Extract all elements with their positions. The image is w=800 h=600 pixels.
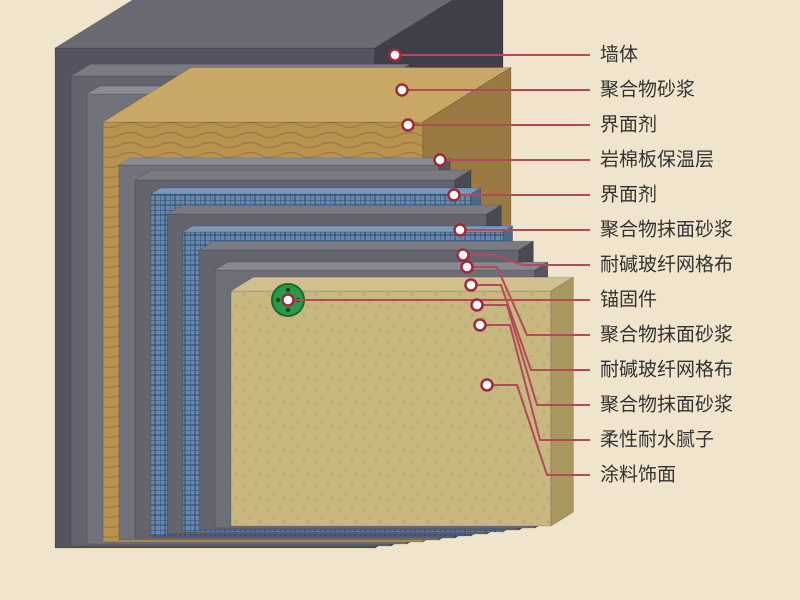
leader-dot xyxy=(403,120,414,131)
leader-dot xyxy=(458,250,469,261)
layer-label: 柔性耐水腻子 xyxy=(600,431,714,450)
layer-label: 聚合物抹面砂浆 xyxy=(600,221,733,240)
layer-label: 墙体 xyxy=(600,46,638,65)
layer-label: 锚固件 xyxy=(600,291,657,310)
leader-dot xyxy=(390,50,401,61)
leader-dot xyxy=(466,280,477,291)
layer-label: 耐碱玻纤网格布 xyxy=(600,256,733,275)
layer-label: 聚合物抹面砂浆 xyxy=(600,326,733,345)
leader-dot xyxy=(455,225,466,236)
leader-dot xyxy=(283,295,294,306)
layer-label: 岩棉板保温层 xyxy=(600,151,714,170)
layer-label: 涂料饰面 xyxy=(600,466,676,485)
leader-dot xyxy=(472,300,483,311)
layer-label: 耐碱玻纤网格布 xyxy=(600,361,733,380)
layer-label: 聚合物抹面砂浆 xyxy=(600,396,733,415)
leader-dot xyxy=(462,262,473,273)
layer-label: 界面剂 xyxy=(600,116,657,135)
leader-dot xyxy=(449,190,460,201)
layer-label: 界面剂 xyxy=(600,186,657,205)
leader-dot xyxy=(475,320,486,331)
leader-dot xyxy=(482,380,493,391)
layer-label: 聚合物砂浆 xyxy=(600,81,695,100)
leader-dot xyxy=(397,85,408,96)
leader-dot xyxy=(435,155,446,166)
